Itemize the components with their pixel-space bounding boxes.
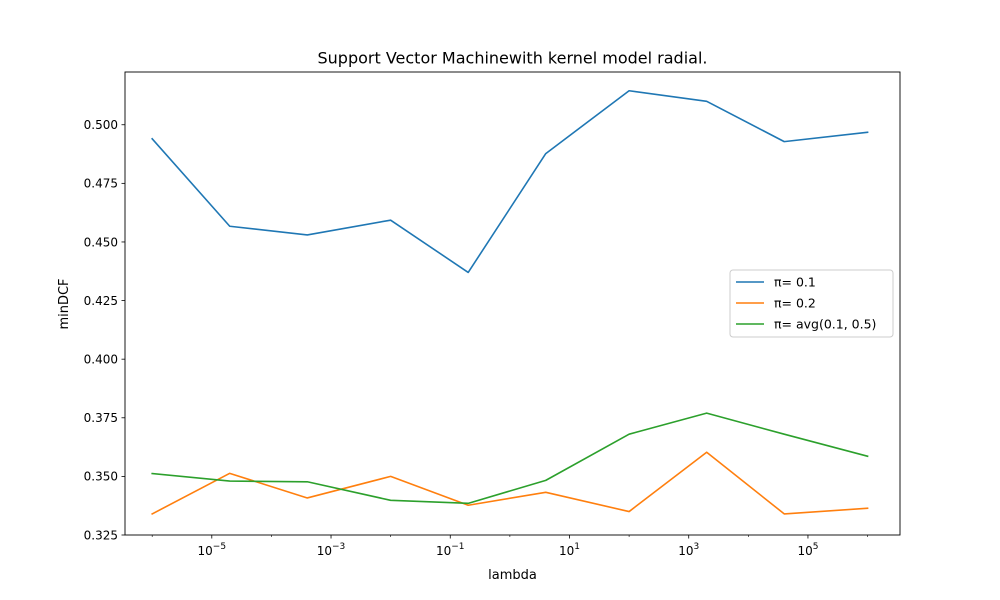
series-line-3: [151, 412, 869, 505]
y-axis-label: minDCF: [57, 278, 72, 329]
y-tick-label: 0.450: [84, 235, 118, 249]
series-line-2: [151, 451, 869, 515]
series-line-1: [151, 89, 869, 274]
x-tick-label: 10−3: [317, 542, 346, 558]
x-tick-label: 105: [797, 542, 818, 558]
y-tick-label: 0.375: [84, 411, 118, 425]
x-axis: 10−5 10−3 10−1 101 103 105: [151, 535, 868, 558]
y-tick-label: 0.425: [84, 294, 118, 308]
legend-label-1: π= 0.1: [774, 275, 816, 290]
axes-frame: [124, 71, 901, 536]
x-axis-label: lambda: [488, 568, 537, 583]
legend: π= 0.1 π= 0.2 π= avg(0.1, 0.5): [729, 269, 894, 338]
y-tick-label: 0.475: [84, 177, 118, 191]
x-tick-label: 10−5: [198, 542, 227, 558]
y-tick-label: 0.350: [84, 470, 118, 484]
chart-title: Support Vector Machinewith kernel model …: [318, 49, 708, 68]
x-tick-label: 103: [678, 542, 699, 558]
legend-label-3: π= avg(0.1, 0.5): [774, 317, 876, 332]
x-tick-label: 10−1: [436, 542, 465, 558]
plot-area: [124, 71, 901, 536]
legend-box: [729, 269, 894, 338]
y-tick-label: 0.325: [84, 528, 118, 542]
y-axis: 0.325 0.350 0.375 0.400 0.425 0.450 0.475 0.500: [84, 118, 125, 542]
x-tick-label: 101: [559, 542, 580, 558]
y-tick-label: 0.400: [84, 352, 118, 366]
legend-label-2: π= 0.2: [774, 296, 816, 311]
y-tick-label: 0.500: [84, 118, 118, 132]
